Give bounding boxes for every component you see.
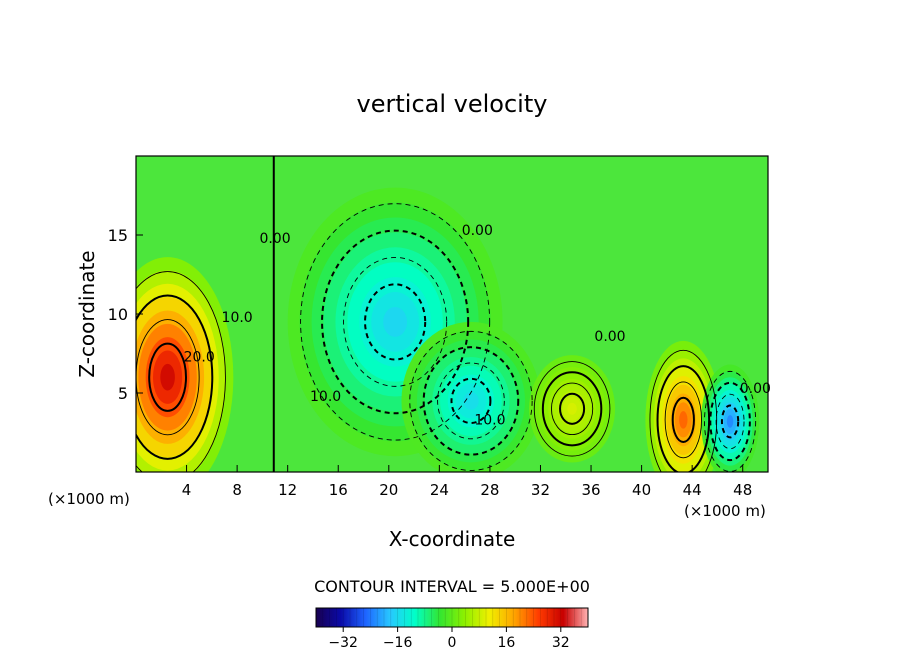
contour-ring (541, 371, 603, 447)
x-tick-label: 20 (379, 481, 398, 499)
x-tick-label: 16 (329, 481, 348, 499)
x-tick-label: 48 (733, 481, 752, 499)
y-axis-ticks: 5 10 15 (108, 226, 143, 403)
z-unit-label: (×1000 m) (48, 490, 130, 508)
feature-contours (649, 349, 718, 472)
contour-lines (136, 156, 757, 472)
x-tick-label: 4 (182, 481, 192, 499)
x-axis-label: X-coordinate (389, 527, 516, 551)
contour-ring (364, 283, 427, 361)
contour-ring (704, 370, 757, 472)
x-tick-label: 24 (430, 481, 449, 499)
colorbar-tick-label: 16 (497, 635, 515, 651)
contour-ring (409, 330, 533, 471)
field-band (567, 402, 577, 415)
y-tick-label: 5 (118, 384, 128, 403)
y-tick-label: 15 (108, 226, 128, 245)
contour-ring (450, 377, 492, 425)
contour-ring (136, 271, 226, 472)
colorbar-tick-label: −16 (383, 635, 413, 651)
x-tick-label: 36 (581, 481, 600, 499)
contour-label: 10.0 (222, 310, 253, 326)
contour-label: 0.00 (462, 223, 493, 239)
contour-ring (720, 404, 740, 439)
x-tick-label: 32 (531, 481, 550, 499)
colorbar-gradient (316, 608, 588, 627)
contour-ring (148, 342, 188, 412)
contour-ring (709, 381, 751, 462)
contour-ring (533, 361, 611, 457)
field-band (160, 363, 175, 391)
contour-ring (649, 349, 718, 472)
contour-label: 20.0 (184, 349, 215, 365)
velocity-field (136, 156, 768, 472)
field-band (383, 306, 408, 337)
feature-contours (409, 330, 533, 471)
chart-title: vertical velocity (357, 90, 548, 118)
contour-ring (437, 362, 505, 440)
x-unit-label: (×1000 m) (684, 502, 766, 520)
contour-label: 0.00 (740, 381, 771, 397)
contour-ring (551, 382, 594, 436)
colorbar-tick-label: 32 (552, 635, 570, 651)
x-tick-label: 44 (683, 481, 702, 499)
y-tick-label: 10 (108, 305, 128, 324)
contour-label: 10.0 (474, 413, 505, 429)
contour-ring (715, 393, 745, 450)
feature-contours (704, 370, 757, 472)
contour-ring (559, 392, 586, 425)
contour-ring (422, 346, 520, 456)
contour-labels: 0.00 10.0 20.0 0.00 10.0 10.0 0.00 0.00 (184, 223, 771, 429)
contour-ring (321, 229, 470, 415)
contour-ring (300, 203, 491, 441)
field-feature (401, 321, 541, 472)
y-axis-label: Z-coordinate (75, 250, 99, 377)
feature-contours (533, 361, 611, 457)
contour-ring (656, 365, 711, 472)
x-tick-label: 8 (232, 481, 242, 499)
field-feature (136, 257, 234, 472)
field-band (679, 411, 688, 429)
colorbar-segments (322, 608, 582, 627)
contour-ring (671, 396, 695, 443)
feature-contours (300, 203, 491, 441)
contour-ring (343, 256, 448, 387)
contour-label: 0.00 (259, 231, 290, 247)
contour-ring (136, 294, 214, 460)
x-tick-label: 40 (632, 481, 651, 499)
x-tick-label: 28 (480, 481, 499, 499)
field-band (463, 392, 479, 410)
colorbar-tick-label: −32 (328, 635, 358, 651)
colorbar-ticks: −32 −16 0 16 32 (328, 627, 570, 651)
contour-interval-label: CONTOUR INTERVAL = 5.000E+00 (314, 577, 590, 596)
contour-label: 10.0 (310, 389, 341, 405)
x-axis-ticks: 4 8 12 16 20 24 28 32 36 40 44 48 (182, 465, 752, 499)
field-band (726, 415, 734, 428)
x-tick-label: 12 (278, 481, 297, 499)
contour-ring (664, 381, 702, 459)
colorbar-tick-label: 0 (448, 635, 457, 651)
contour-label: 0.00 (594, 329, 625, 345)
colorbar: −32 −16 0 16 32 (315, 607, 589, 651)
